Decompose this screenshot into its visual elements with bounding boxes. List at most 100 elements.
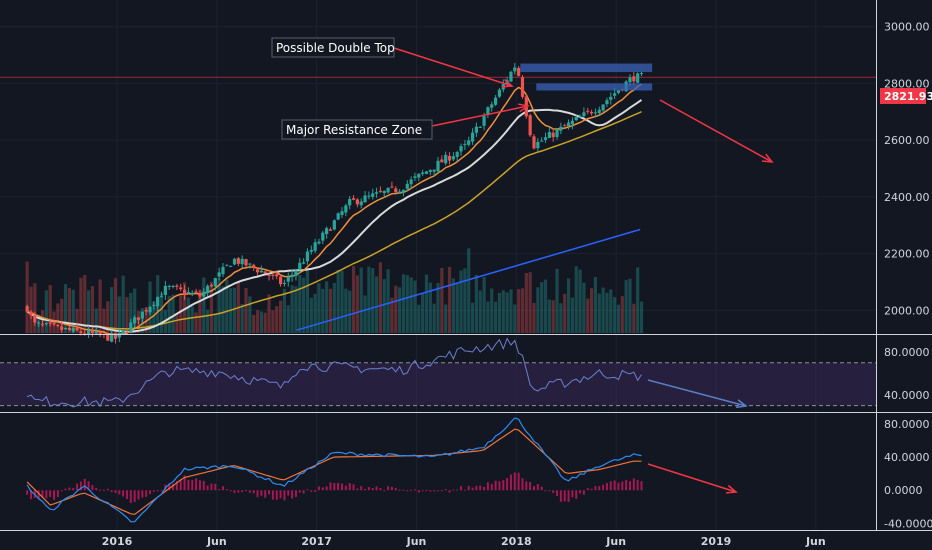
candle-body <box>532 136 536 149</box>
macd-signal-line <box>26 428 642 515</box>
candle-body <box>463 144 467 146</box>
last-price-text: 2821.93 <box>884 90 932 103</box>
macd-histogram-bar <box>102 489 105 491</box>
volume-bar <box>586 298 590 333</box>
candle-body <box>609 96 613 100</box>
volume-bar <box>413 280 417 333</box>
macd-histogram-bar <box>506 477 509 491</box>
candle-body <box>570 120 574 125</box>
volume-bar <box>117 296 121 333</box>
volume-bar <box>570 297 574 333</box>
resistance-label-box[interactable] <box>281 119 433 140</box>
time-tick-label: Jun <box>805 535 826 548</box>
candle-body <box>428 170 432 172</box>
macd-histogram-bar <box>26 490 29 495</box>
macd-histogram-bar <box>540 486 543 491</box>
macd-histogram-bar <box>371 488 374 491</box>
volume-bar <box>501 290 505 333</box>
volume-bar <box>467 248 471 333</box>
volume-bar <box>152 301 156 333</box>
double-top-label: Possible Double Top <box>276 41 395 55</box>
time-tick-label: 2017 <box>301 535 332 548</box>
rsi-line <box>26 337 642 408</box>
macd-histogram-bar <box>291 490 294 499</box>
macd-histogram-bar <box>460 486 463 491</box>
macd-histogram-bar <box>463 489 466 491</box>
volume-bar <box>609 289 613 333</box>
macd-histogram-bar <box>632 478 635 491</box>
candle-body <box>517 68 521 76</box>
price-tick-label: 2600.00 <box>884 134 930 147</box>
volume-bar <box>282 288 287 333</box>
rsi-tick-label: 40.0000 <box>884 389 930 402</box>
macd-histogram-bar <box>225 488 228 491</box>
macd-histogram-bar <box>521 478 524 491</box>
macd-histogram-bar <box>91 485 94 491</box>
volume-bar <box>79 277 83 333</box>
time-tick-label: Jun <box>605 535 626 548</box>
volume-bar <box>593 276 598 333</box>
volume-bar <box>613 297 617 333</box>
volume-bar <box>474 274 478 333</box>
macd-histogram-bar <box>152 490 155 492</box>
volume-bar <box>340 270 344 333</box>
candle-body <box>290 274 294 277</box>
candle-body <box>202 291 206 297</box>
volume-bar <box>432 303 436 333</box>
price-tick-label: 2800.00 <box>884 77 930 90</box>
volume-bar <box>582 282 586 333</box>
double-top-label-box[interactable] <box>271 37 395 58</box>
macd-histogram-bar <box>198 480 201 491</box>
macd-histogram-bar <box>471 487 474 491</box>
macd-histogram-bar <box>106 488 109 491</box>
volume-bar <box>328 288 333 333</box>
volume-bar <box>232 287 237 333</box>
volume-bar <box>409 277 413 333</box>
candle-body <box>302 262 306 264</box>
candle-body <box>75 326 79 331</box>
grid <box>0 0 876 530</box>
macd-histogram-bar <box>352 484 355 491</box>
macd-histogram-bar <box>317 486 320 491</box>
candle-body <box>206 285 210 294</box>
macd-histogram-bar <box>433 490 436 492</box>
macd-histogram-bar <box>195 478 198 491</box>
macd-histogram-bar <box>479 485 482 491</box>
volume-bar <box>601 287 605 333</box>
macd-histogram-bar <box>475 485 478 491</box>
candle-body <box>221 266 225 275</box>
volume-bar <box>624 280 628 333</box>
macd-histogram-bar <box>206 485 209 491</box>
time-tick-label: 2016 <box>102 535 133 548</box>
volume-bar <box>505 292 509 333</box>
rsi-projection-arrow-head <box>735 399 748 409</box>
volume-bar <box>198 289 202 333</box>
volume-bar <box>190 306 194 333</box>
macd-histogram-bar <box>310 490 313 492</box>
volume-bar <box>33 283 37 333</box>
candle-body <box>628 77 632 83</box>
candle-body <box>229 265 233 267</box>
candle-body <box>605 100 609 105</box>
macd-histogram-bar <box>444 488 447 491</box>
volume-bar <box>290 285 294 333</box>
volume-bar <box>110 287 114 333</box>
macd-histogram-bar <box>95 487 98 491</box>
candle-body <box>60 326 64 330</box>
candle-body <box>113 333 118 339</box>
candle-body <box>367 195 371 197</box>
volume-bar <box>490 288 494 333</box>
volume-bar <box>67 287 71 333</box>
candle-body <box>597 109 601 114</box>
candle-body <box>40 324 45 326</box>
macd-histogram-bar <box>617 482 620 491</box>
candle-body <box>639 73 644 75</box>
macd-histogram-bar <box>640 481 643 491</box>
candle-body <box>259 270 263 273</box>
macd-histogram-bar <box>233 490 236 493</box>
double-top-arrow-head <box>501 78 514 88</box>
macd-histogram-bar <box>72 487 75 491</box>
candle-body <box>98 331 102 336</box>
